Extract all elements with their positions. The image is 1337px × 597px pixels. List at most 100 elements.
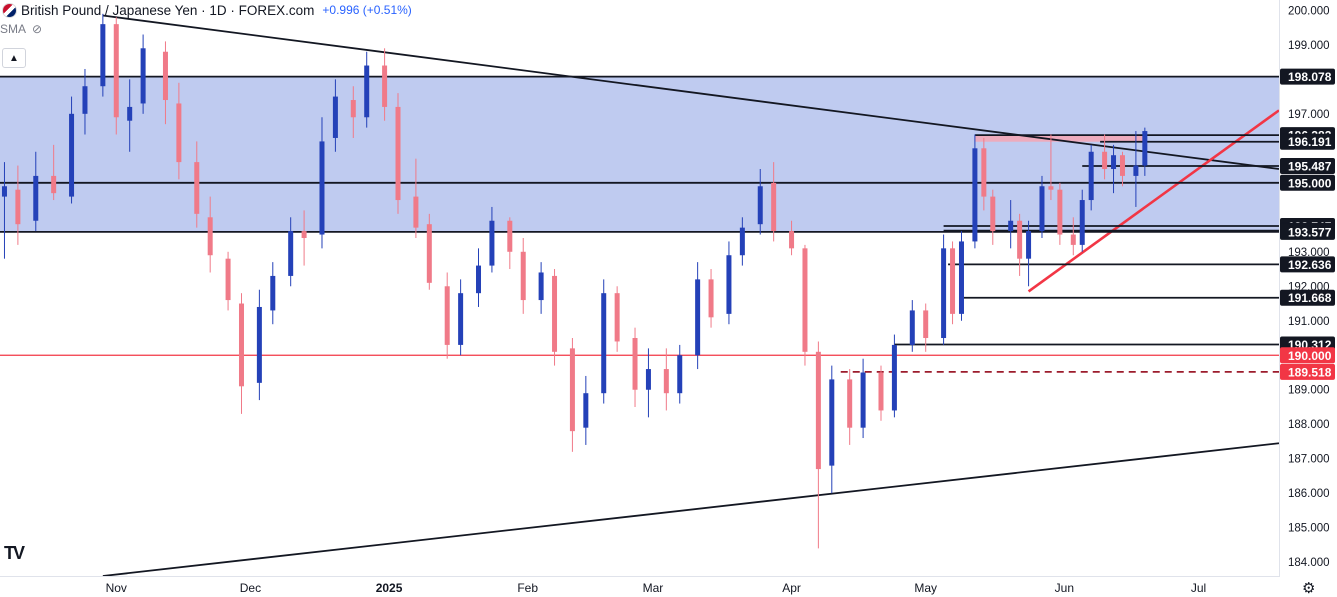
candle bbox=[1102, 134, 1108, 180]
candle bbox=[364, 51, 370, 128]
y-tick-label: 197.000 bbox=[1288, 109, 1330, 121]
candle-body bbox=[382, 65, 388, 107]
candle bbox=[489, 206, 495, 273]
candle-body bbox=[127, 106, 133, 121]
price-tag-193-577: 193.577 bbox=[1280, 223, 1335, 240]
price-tag-box bbox=[1280, 363, 1335, 380]
price-tag-label: 196.191 bbox=[1288, 135, 1332, 149]
candle-body bbox=[789, 231, 795, 249]
price-level-layer[interactable] bbox=[0, 75, 1279, 373]
candle bbox=[726, 241, 732, 325]
y-tick-label: 188.000 bbox=[1288, 419, 1330, 431]
currency-flag-icon bbox=[2, 2, 17, 18]
candle bbox=[815, 341, 821, 549]
candle-body bbox=[645, 369, 651, 390]
candle-body bbox=[1, 186, 7, 197]
candle bbox=[1119, 151, 1125, 187]
price-tag-196-191: 196.191 bbox=[1280, 133, 1335, 150]
candle-body bbox=[1142, 131, 1148, 166]
candle-body bbox=[350, 100, 356, 118]
candle-body bbox=[847, 379, 853, 428]
price-change: +0.996 (+0.51%) bbox=[322, 3, 412, 17]
y-tick-label: 189.000 bbox=[1288, 385, 1330, 397]
resistance-box-layer bbox=[974, 135, 1145, 142]
indicator-label[interactable]: SMA bbox=[0, 22, 27, 36]
candle bbox=[458, 279, 464, 356]
candle bbox=[140, 34, 146, 114]
candle-body bbox=[1119, 155, 1125, 176]
candle-body bbox=[413, 196, 419, 228]
candle-body bbox=[583, 393, 589, 428]
candle-body bbox=[225, 258, 231, 301]
candle-body bbox=[1111, 155, 1117, 170]
collapse-legend-button[interactable]: ▲ bbox=[2, 48, 26, 68]
candle-body bbox=[364, 65, 370, 118]
candle-body bbox=[739, 227, 745, 256]
candle-body bbox=[1048, 186, 1054, 190]
candle-body bbox=[207, 217, 213, 256]
candle-body bbox=[15, 189, 21, 225]
candle bbox=[663, 348, 669, 411]
candle-body bbox=[941, 248, 947, 339]
price-tag-label: 191.668 bbox=[1288, 291, 1332, 305]
candle bbox=[909, 300, 915, 352]
x-tick-label: Dec bbox=[240, 581, 261, 595]
y-tick-label: 184.000 bbox=[1288, 557, 1330, 569]
trendline-3 bbox=[1027, 109, 1280, 293]
price-tag-label: 198.078 bbox=[1288, 70, 1332, 84]
eye-hidden-icon[interactable]: ⊘ bbox=[32, 22, 43, 36]
price-axis[interactable]: 200.000199.000197.000193.000192.000191.0… bbox=[1279, 0, 1330, 577]
range-zone bbox=[0, 76, 1279, 232]
y-tick-label: 199.000 bbox=[1288, 40, 1330, 52]
candle-body bbox=[140, 48, 146, 104]
price-tag-label: 193.577 bbox=[1288, 225, 1332, 239]
candle bbox=[100, 13, 106, 97]
candle-body bbox=[614, 293, 620, 342]
candle bbox=[757, 169, 763, 235]
price-tag-label: 190.000 bbox=[1288, 349, 1332, 363]
candle bbox=[972, 134, 978, 249]
candle-body bbox=[1088, 151, 1094, 201]
candle bbox=[601, 279, 607, 404]
candle bbox=[860, 358, 866, 439]
candle bbox=[382, 48, 388, 121]
candle bbox=[444, 272, 450, 359]
time-axis[interactable]: Nov Dec 2025 Feb Mar Apr May Jun Jul bbox=[0, 576, 1280, 596]
candle-body bbox=[270, 275, 276, 311]
candle-body bbox=[256, 306, 262, 383]
candle bbox=[332, 79, 338, 152]
x-tick-label: May bbox=[914, 581, 937, 595]
candle-body bbox=[663, 369, 669, 394]
price-tag-189-518: 189.518 bbox=[1280, 363, 1335, 380]
candle bbox=[1017, 213, 1023, 276]
symbol-title[interactable]: British Pound / Japanese Yen · 1D · FORE… bbox=[21, 2, 315, 18]
candle bbox=[677, 344, 683, 404]
candle bbox=[802, 244, 808, 366]
candle bbox=[33, 151, 39, 232]
price-tag-190-000: 190.000 bbox=[1280, 347, 1335, 364]
tradingview-logo-icon[interactable]: TV bbox=[4, 543, 25, 563]
candle bbox=[1008, 200, 1014, 249]
candle bbox=[829, 365, 835, 494]
candle-body bbox=[319, 141, 325, 235]
price-tag-box bbox=[1280, 68, 1335, 85]
indicator-legend[interactable]: SMA ⊘ bbox=[0, 22, 42, 36]
candle-body bbox=[395, 106, 401, 201]
candle bbox=[238, 293, 244, 414]
trendline-layer[interactable] bbox=[102, 14, 1280, 577]
x-tick-label: Nov bbox=[106, 581, 127, 595]
candle bbox=[1079, 189, 1085, 252]
candle-body bbox=[923, 310, 929, 339]
candle-body bbox=[301, 231, 307, 238]
settings-gear-icon[interactable]: ⚙ bbox=[1302, 580, 1316, 597]
candle bbox=[113, 17, 119, 135]
candle-body bbox=[100, 24, 106, 87]
candle-body bbox=[444, 286, 450, 345]
candle bbox=[1057, 182, 1063, 245]
chevron-up-icon: ▲ bbox=[9, 52, 19, 64]
candle bbox=[583, 375, 589, 445]
candle bbox=[1070, 217, 1076, 256]
x-tick-label: Mar bbox=[643, 581, 664, 595]
candle bbox=[350, 86, 356, 138]
